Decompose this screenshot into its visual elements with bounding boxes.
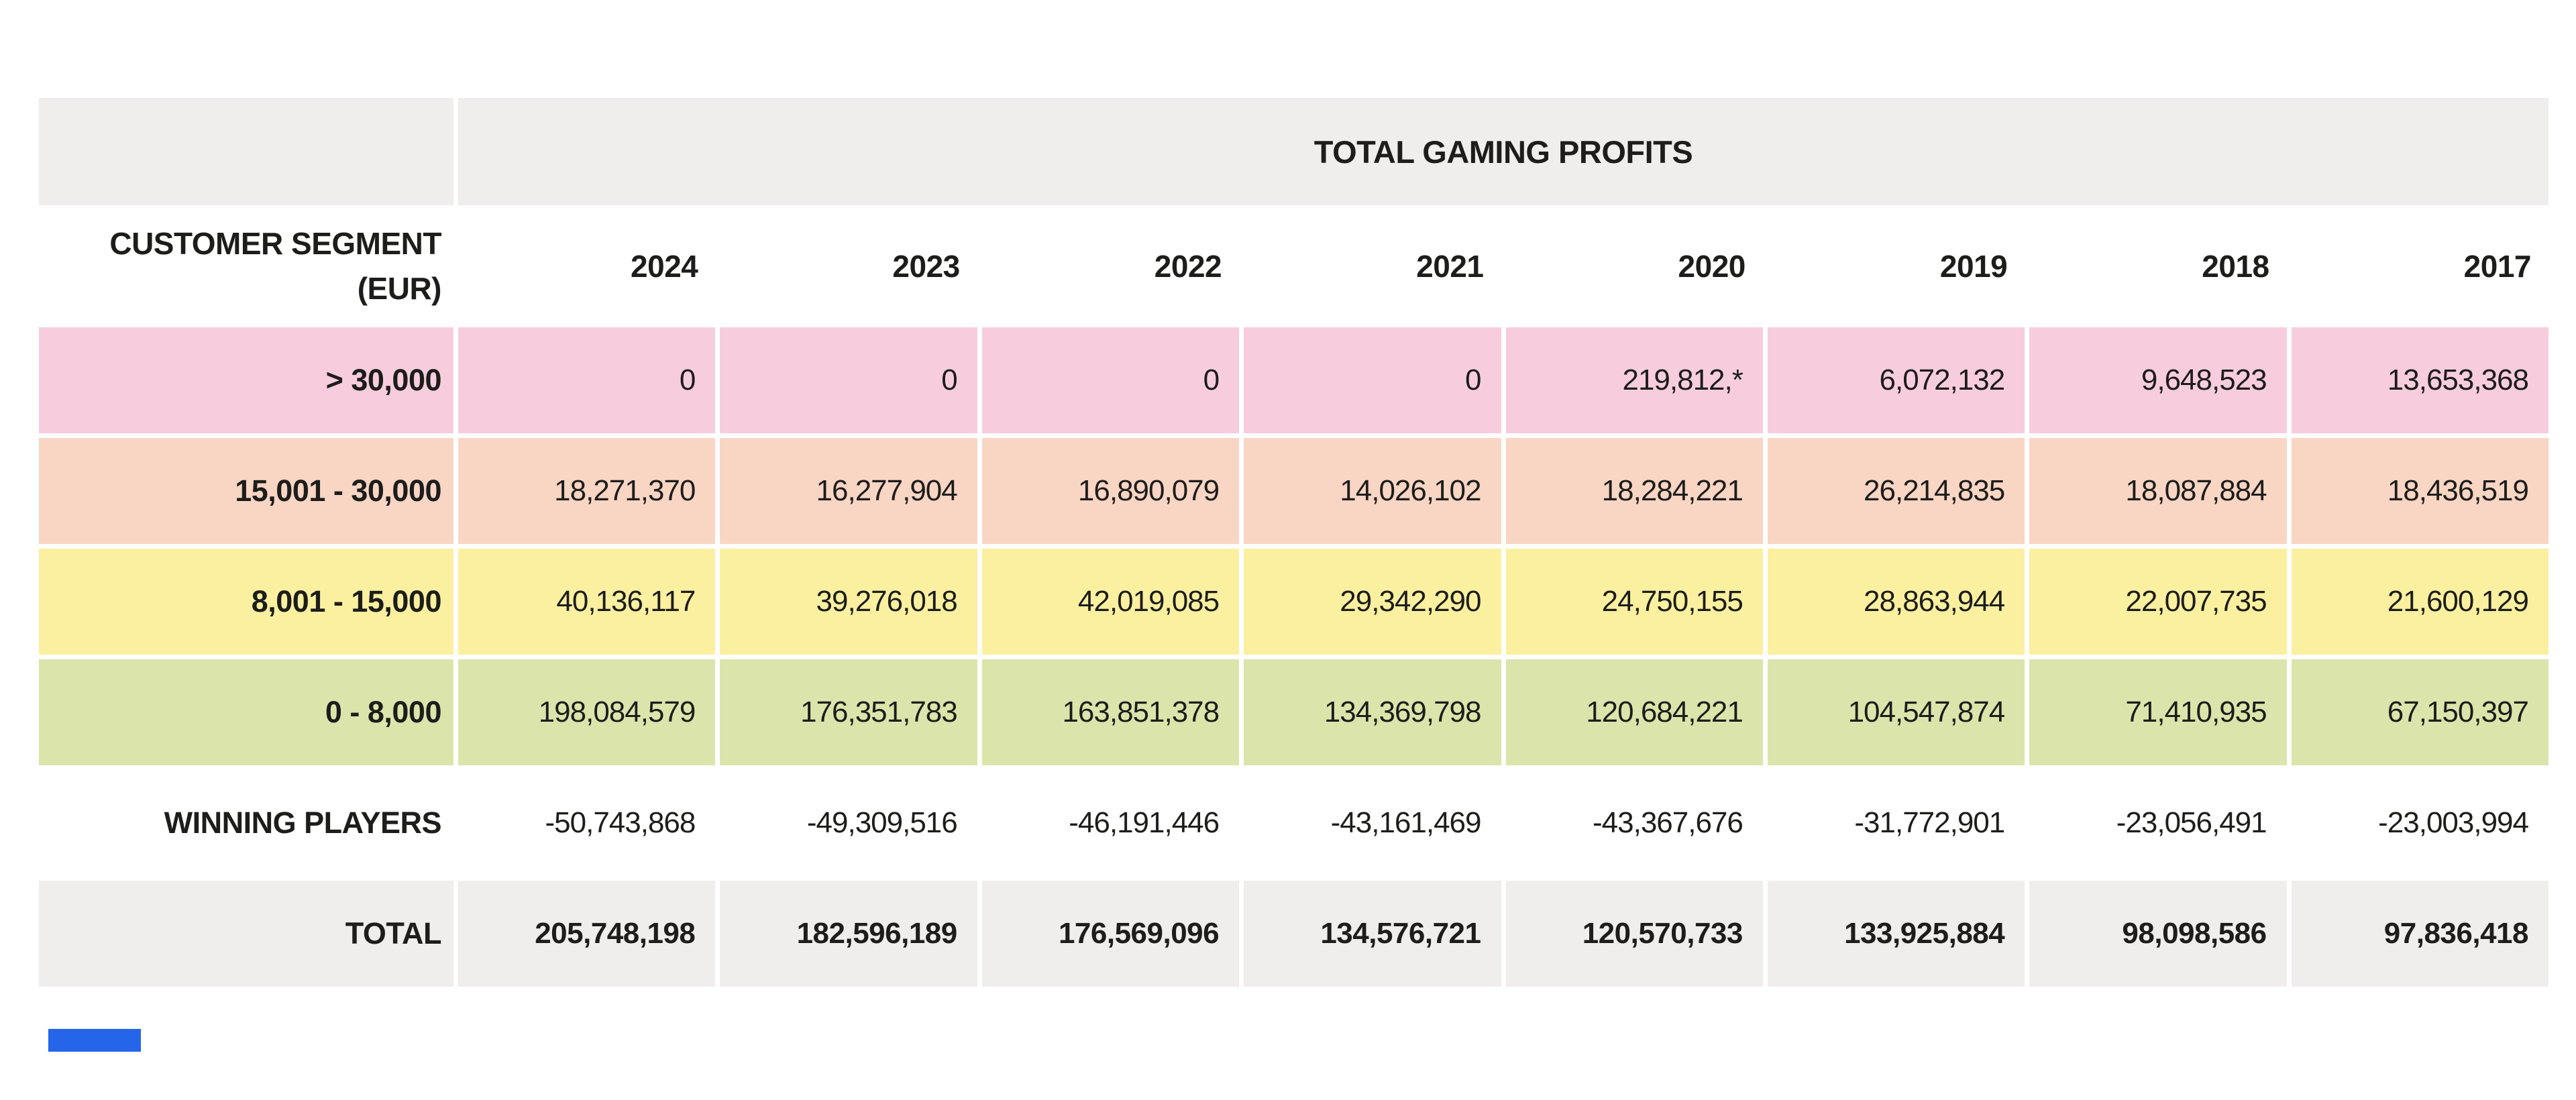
segment-header-line2: (EUR) <box>357 271 442 306</box>
value-cell: -23,056,491 <box>2029 770 2287 876</box>
year-header-row: CUSTOMER SEGMENT (EUR) 2024 2023 2022 2021 2… <box>39 210 2548 323</box>
value-cell: 133,925,884 <box>1767 881 2025 987</box>
value-cell: 26,214,835 <box>1767 438 2025 544</box>
table-row: > 30,000 0 0 0 0 219,812,* 6,072,132 9,648,523 1… <box>39 327 2548 433</box>
value-cell: 6,072,132 <box>1767 327 2025 433</box>
value-cell: 0 <box>1244 327 1501 433</box>
value-cell: 205,748,198 <box>458 881 716 987</box>
value-cell: 134,576,721 <box>1244 881 1501 987</box>
table-row: 0 - 8,000 198,084,579 176,351,783 163,851,3… <box>39 659 2548 765</box>
year-header-2018: 2018 <box>2029 210 2287 323</box>
value-cell: 14,026,102 <box>1244 438 1501 544</box>
value-cell: 21,600,129 <box>2291 549 2548 655</box>
year-header-2023: 2023 <box>720 210 977 323</box>
year-header-2024: 2024 <box>458 210 716 323</box>
accent-bar <box>48 1029 141 1052</box>
value-cell: 98,098,586 <box>2029 881 2287 987</box>
year-header-2017: 2017 <box>2291 210 2548 323</box>
value-cell: 42,019,085 <box>981 549 1240 655</box>
value-cell: 134,369,798 <box>1244 659 1501 765</box>
value-cell: -43,161,469 <box>1244 770 1501 876</box>
value-cell: -23,003,994 <box>2291 770 2548 876</box>
table-title: TOTAL GAMING PROFITS <box>458 98 2548 205</box>
row-label: 15,001 - 30,000 <box>39 438 453 544</box>
value-cell: 176,351,783 <box>720 659 977 765</box>
value-cell: 97,836,418 <box>2291 881 2548 987</box>
corner-cell <box>39 98 453 205</box>
row-label: TOTAL <box>39 881 453 987</box>
table-row: WINNING PLAYERS -50,743,868 -49,309,516 -46… <box>39 770 2548 876</box>
value-cell: 71,410,935 <box>2029 659 2287 765</box>
value-cell: 18,436,519 <box>2291 438 2548 544</box>
row-label: 8,001 - 15,000 <box>39 549 453 655</box>
value-cell: 40,136,117 <box>458 549 716 655</box>
value-cell: 0 <box>458 327 716 433</box>
value-cell: 219,812,* <box>1505 327 1763 433</box>
row-label: 0 - 8,000 <box>39 659 453 765</box>
year-header-2022: 2022 <box>981 210 1240 323</box>
value-cell: 120,570,733 <box>1505 881 1763 987</box>
year-header-2020: 2020 <box>1505 210 1763 323</box>
value-cell: 24,750,155 <box>1505 549 1763 655</box>
value-cell: 16,277,904 <box>720 438 977 544</box>
row-label: WINNING PLAYERS <box>39 770 453 876</box>
table-row: 8,001 - 15,000 40,136,117 39,276,018 42,019… <box>39 549 2548 655</box>
table-row: 15,001 - 30,000 18,271,370 16,277,904 16,89… <box>39 438 2548 544</box>
gaming-profits-table: TOTAL GAMING PROFITS CUSTOMER SEGMENT (E… <box>34 93 2553 991</box>
table-row: TOTAL 205,748,198 182,596,189 176,569,096 13… <box>39 881 2548 987</box>
segment-header-line1: CUSTOMER SEGMENT <box>109 226 441 262</box>
value-cell: 18,284,221 <box>1505 438 1763 544</box>
value-cell: 163,851,378 <box>981 659 1240 765</box>
value-cell: -49,309,516 <box>720 770 977 876</box>
value-cell: -31,772,901 <box>1767 770 2025 876</box>
title-row: TOTAL GAMING PROFITS <box>39 98 2548 205</box>
value-cell: 182,596,189 <box>720 881 977 987</box>
year-header-2019: 2019 <box>1767 210 2025 323</box>
value-cell: -43,367,676 <box>1505 770 1763 876</box>
value-cell: 0 <box>720 327 977 433</box>
value-cell: 18,087,884 <box>2029 438 2287 544</box>
row-label: > 30,000 <box>39 327 453 433</box>
value-cell: 120,684,221 <box>1505 659 1763 765</box>
value-cell: 176,569,096 <box>981 881 1240 987</box>
value-cell: 18,271,370 <box>458 438 716 544</box>
value-cell: 13,653,368 <box>2291 327 2548 433</box>
value-cell: 29,342,290 <box>1244 549 1501 655</box>
value-cell: 9,648,523 <box>2029 327 2287 433</box>
value-cell: -46,191,446 <box>981 770 1240 876</box>
value-cell: -50,743,868 <box>458 770 716 876</box>
value-cell: 0 <box>981 327 1240 433</box>
value-cell: 67,150,397 <box>2291 659 2548 765</box>
value-cell: 39,276,018 <box>720 549 977 655</box>
value-cell: 28,863,944 <box>1767 549 2025 655</box>
customer-segment-header: CUSTOMER SEGMENT (EUR) <box>39 210 453 323</box>
year-header-2021: 2021 <box>1244 210 1501 323</box>
value-cell: 16,890,079 <box>981 438 1240 544</box>
value-cell: 22,007,735 <box>2029 549 2287 655</box>
value-cell: 104,547,874 <box>1767 659 2025 765</box>
value-cell: 198,084,579 <box>458 659 716 765</box>
